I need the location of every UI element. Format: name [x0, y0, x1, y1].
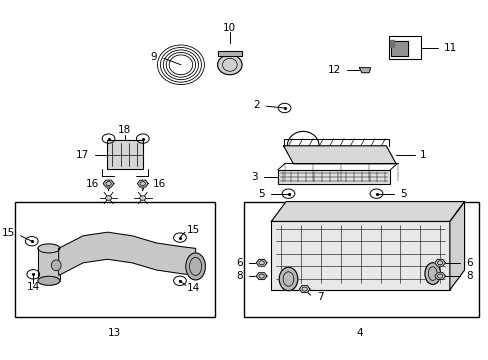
Polygon shape	[299, 285, 309, 293]
Polygon shape	[434, 259, 445, 266]
Text: 2: 2	[253, 100, 260, 110]
Text: 13: 13	[108, 328, 122, 338]
Text: 1: 1	[419, 150, 426, 160]
Circle shape	[140, 196, 145, 200]
Bar	[271, 221, 449, 290]
Bar	[244, 202, 478, 317]
Bar	[15, 202, 215, 317]
Bar	[390, 41, 407, 56]
Text: 18: 18	[118, 125, 131, 135]
Text: 17: 17	[76, 150, 89, 160]
Bar	[277, 170, 389, 184]
Polygon shape	[271, 202, 464, 221]
Ellipse shape	[51, 260, 61, 271]
Text: 7: 7	[316, 292, 323, 302]
Text: 11: 11	[443, 43, 456, 53]
Ellipse shape	[38, 244, 60, 253]
Text: 4: 4	[355, 328, 362, 338]
Polygon shape	[449, 202, 464, 290]
Bar	[106, 140, 143, 169]
Text: 6: 6	[236, 258, 243, 268]
Bar	[217, 51, 242, 56]
Bar	[38, 247, 60, 281]
Text: 15: 15	[1, 228, 15, 238]
Text: 10: 10	[223, 23, 236, 33]
Text: 5: 5	[399, 189, 406, 199]
Text: 16: 16	[152, 179, 165, 189]
Text: 5: 5	[258, 189, 264, 199]
Bar	[389, 40, 393, 47]
Text: 14: 14	[26, 282, 40, 292]
Text: 8: 8	[236, 271, 243, 281]
Polygon shape	[359, 68, 370, 73]
Text: 15: 15	[186, 225, 200, 235]
Circle shape	[105, 196, 111, 200]
Text: 12: 12	[327, 65, 340, 75]
Text: 3: 3	[250, 172, 257, 182]
Text: 8: 8	[465, 271, 472, 281]
Polygon shape	[137, 180, 148, 187]
Ellipse shape	[217, 55, 242, 75]
Text: 6: 6	[465, 258, 472, 268]
Polygon shape	[59, 232, 195, 275]
Text: 14: 14	[186, 283, 200, 293]
Polygon shape	[434, 273, 445, 280]
Ellipse shape	[279, 267, 297, 291]
Ellipse shape	[185, 253, 205, 280]
Ellipse shape	[38, 276, 60, 285]
Text: 16: 16	[85, 179, 99, 189]
Text: 9: 9	[150, 52, 157, 62]
Bar	[390, 41, 407, 56]
Bar	[217, 51, 242, 56]
Polygon shape	[103, 180, 114, 187]
Polygon shape	[256, 259, 266, 266]
Polygon shape	[283, 146, 395, 164]
Ellipse shape	[424, 263, 440, 284]
Bar	[388, 36, 420, 59]
Polygon shape	[256, 273, 266, 280]
